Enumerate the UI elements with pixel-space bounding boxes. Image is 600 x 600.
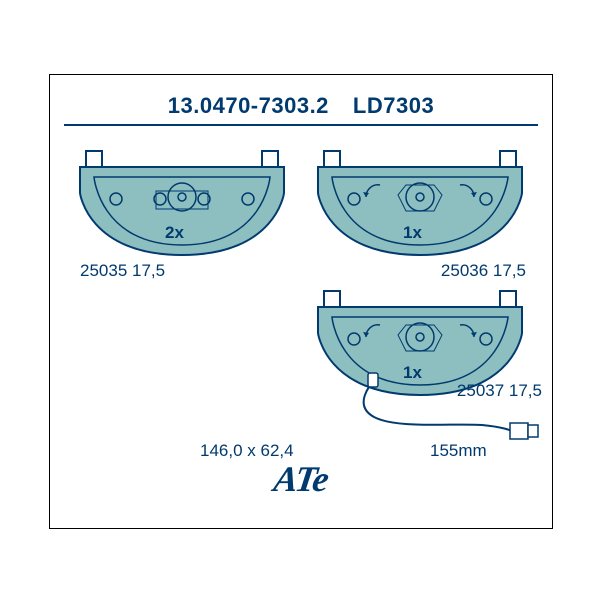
label-right-bottom: 25037 17,5 (457, 381, 542, 401)
header-bar: 13.0470-7303.2 LD7303 (50, 88, 552, 124)
qty-left: 2x (165, 223, 184, 243)
header-underline (64, 124, 538, 126)
brake-pad-left (76, 145, 288, 265)
brand-logo: ATe (274, 458, 328, 500)
brake-pad-right-bottom (314, 285, 546, 445)
diagram-canvas: 13.0470-7303.2 LD7303 2x 25035 17,5 (49, 74, 553, 529)
sensor-length: 155mm (430, 441, 487, 461)
brake-pad-right-top (314, 145, 526, 265)
label-left: 25035 17,5 (80, 261, 165, 281)
part-number: 13.0470-7303.2 (168, 93, 329, 119)
label-right-top: 25036 17,5 (441, 261, 526, 281)
part-code: LD7303 (353, 93, 434, 119)
qty-right-bottom: 1x (403, 363, 422, 383)
qty-right-top: 1x (403, 223, 422, 243)
